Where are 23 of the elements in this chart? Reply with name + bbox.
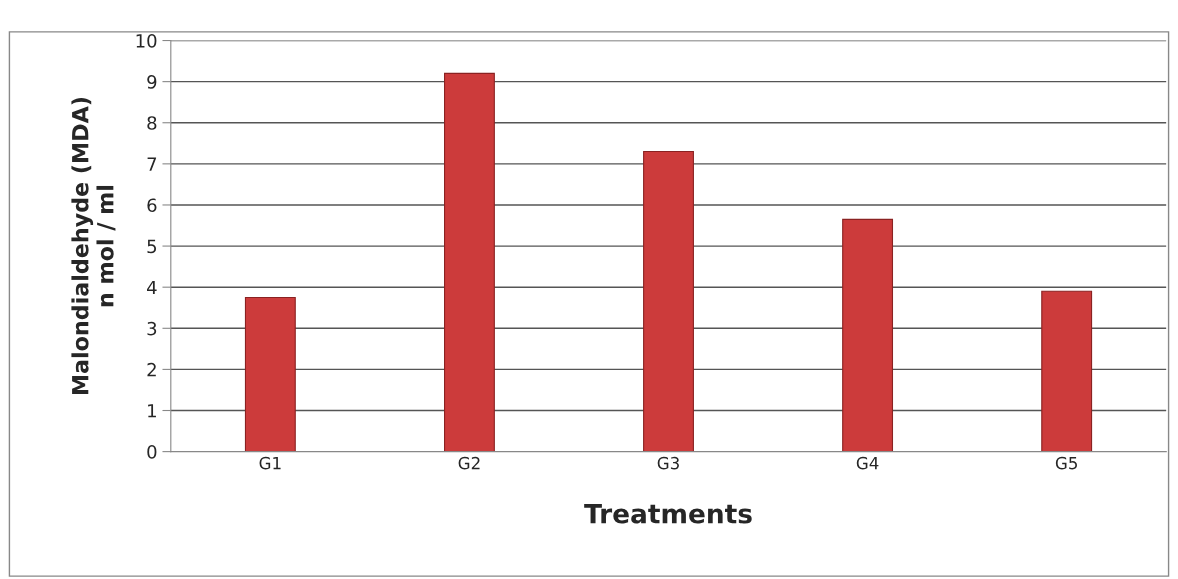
y-tick-label: 7: [147, 157, 157, 171]
y-tick-label: 6: [147, 198, 157, 213]
y-tick-label: 0: [147, 445, 157, 459]
y-tick-label: 3: [147, 321, 157, 336]
y-axis-title: Malondialdehyde (MDA) n mol / ml: [71, 97, 116, 395]
y-tick-label: 10: [136, 33, 157, 48]
x-tick-label: G5: [1055, 456, 1077, 470]
bar: [1041, 290, 1093, 452]
x-tick-label: G2: [458, 456, 480, 470]
x-tick-label: G4: [856, 456, 879, 470]
y-tick-label: 1: [148, 404, 156, 418]
bar: [643, 150, 694, 452]
x-tick-label: G3: [657, 456, 679, 470]
y-tick-label: 8: [147, 116, 157, 130]
x-axis-title: Treatments: [584, 503, 752, 524]
x-tick-label: G1: [259, 456, 281, 470]
y-tick-label: 4: [147, 280, 157, 295]
bar: [842, 218, 894, 452]
bar: [443, 72, 495, 452]
bar: [244, 296, 296, 452]
y-tick-label: 2: [147, 362, 156, 377]
y-tick-label: 9: [147, 75, 157, 89]
y-tick-label: 5: [147, 239, 157, 254]
